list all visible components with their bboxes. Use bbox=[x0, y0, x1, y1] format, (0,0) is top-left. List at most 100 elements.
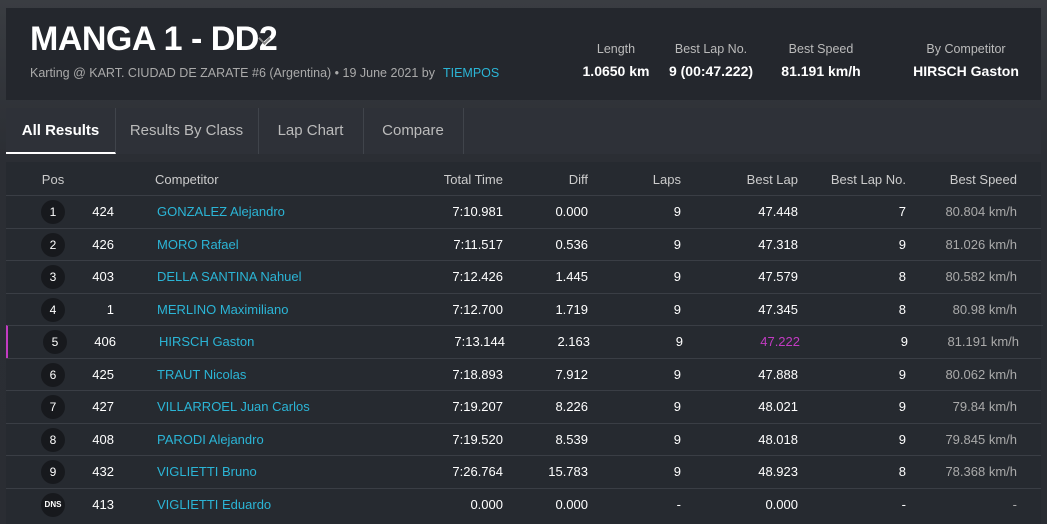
best-speed: 80.582 km/h bbox=[945, 269, 1017, 284]
position-badge: 2 bbox=[41, 232, 65, 257]
table-row: 5 406 HIRSCH Gaston 7:13.144 2.163 9 47.222 9 81… bbox=[6, 325, 1043, 358]
table-row: 7 427 VILLARROEL Juan Carlos 7:19.207 8.226 9… bbox=[6, 390, 1041, 423]
column-header: Best Lap bbox=[746, 172, 798, 187]
laps: 9 bbox=[675, 334, 683, 349]
laps: 9 bbox=[673, 464, 681, 479]
diff: 15.783 bbox=[548, 464, 588, 479]
position-badge: 1 bbox=[41, 200, 65, 224]
best-lap: 47.888 bbox=[758, 366, 798, 382]
table-row: 9 432 VIGLIETTI Bruno 7:26.764 15.783 9 48.923… bbox=[6, 455, 1041, 488]
total-time: 7:12.426 bbox=[452, 269, 503, 284]
diff: 1.445 bbox=[555, 269, 588, 284]
diff: 1.719 bbox=[555, 301, 588, 317]
kart-number: 427 bbox=[92, 399, 114, 414]
total-time: 7:13.144 bbox=[454, 334, 505, 349]
best-lap-no: 9 bbox=[898, 431, 906, 447]
stat-value: 1.0650 km bbox=[582, 63, 650, 79]
position-badge: DNS bbox=[41, 492, 65, 517]
kart-number: 413 bbox=[92, 496, 114, 512]
kart-number: 403 bbox=[92, 269, 114, 284]
laps: - bbox=[676, 496, 681, 512]
position-badge: 9 bbox=[41, 460, 65, 484]
diff: 0.000 bbox=[555, 204, 588, 219]
position-badge: 5 bbox=[43, 330, 67, 354]
diff: 0.536 bbox=[555, 236, 588, 252]
stat-label: By Competitor bbox=[926, 42, 1006, 56]
stat: Length 1.0650 km bbox=[566, 42, 666, 79]
link[interactable]: TIEMPOS bbox=[442, 66, 500, 80]
tab[interactable]: Results By Class bbox=[115, 108, 259, 154]
stat-label: Best Lap No. bbox=[674, 42, 748, 56]
stat-value: 81.191 km/h bbox=[781, 63, 861, 79]
total-time: 7:11.517 bbox=[453, 236, 503, 252]
diff: 7.912 bbox=[555, 366, 588, 382]
best-speed: 80.98 km/h bbox=[952, 301, 1017, 317]
table-row: 2 426 MORO Rafael 7:11.517 0.536 9 47.318 9 81.0… bbox=[6, 227, 1041, 261]
stat: Best Lap No. 9 (00:47.222) bbox=[661, 42, 761, 79]
column-header: Diff bbox=[568, 172, 588, 187]
title: MANGA 1 - DD2 bbox=[30, 20, 278, 58]
best-speed: 81.191 km/h bbox=[947, 334, 1019, 349]
tab-bar: All Results Results By Class Lap Chart Comp… bbox=[6, 108, 1041, 154]
total-time: 7:26.764 bbox=[452, 464, 503, 479]
best-speed: 78.368 km/h bbox=[945, 464, 1017, 479]
best-lap-no: 8 bbox=[898, 301, 906, 317]
laps: 9 bbox=[673, 204, 681, 219]
column-header: Laps bbox=[652, 172, 681, 187]
competitor[interactable]: VIGLIETTI Bruno bbox=[157, 464, 257, 479]
best-lap-no: 8 bbox=[898, 464, 906, 479]
competitor[interactable]: MERLINO Maximiliano bbox=[157, 301, 289, 317]
column-header: Competitor bbox=[155, 172, 219, 187]
tab[interactable]: Compare bbox=[363, 108, 464, 154]
subtitle: Karting @ KART. CIUDAD DE ZARATE #6 (Arg… bbox=[30, 66, 435, 80]
subtitle-line: Karting @ KART. CIUDAD DE ZARATE #6 (Arg… bbox=[30, 66, 499, 80]
best-lap: 48.021 bbox=[758, 399, 798, 414]
position-badge: 4 bbox=[41, 297, 65, 322]
stat-label: Length bbox=[596, 42, 636, 56]
results-table: Pos Competitor Total Time Diff Laps Best Lap B… bbox=[6, 162, 1043, 524]
kart-number: 432 bbox=[92, 464, 114, 479]
stat-value: 9 (00:47.222) bbox=[668, 63, 754, 79]
competitor[interactable]: TRAUT Nicolas bbox=[157, 366, 247, 382]
diff: 8.226 bbox=[555, 399, 588, 414]
tab[interactable]: All Results bbox=[6, 108, 116, 154]
best-lap: 48.923 bbox=[758, 464, 798, 479]
header: MANGA 1 - DD2 Karting @ KART. CIUDAD DE … bbox=[6, 8, 1041, 100]
competitor[interactable]: PARODI Alejandro bbox=[157, 431, 264, 447]
best-lap: 47.318 bbox=[758, 236, 798, 252]
best-lap-no: - bbox=[901, 496, 906, 512]
best-lap-no: 7 bbox=[898, 204, 906, 219]
best-lap-no: 9 bbox=[900, 334, 908, 349]
stat-value: HIRSCH Gaston bbox=[913, 63, 1019, 79]
competitor[interactable]: DELLA SANTINA Nahuel bbox=[157, 269, 302, 284]
competitor[interactable]: MORO Rafael bbox=[157, 236, 239, 252]
best-speed: 81.026 km/h bbox=[945, 236, 1017, 252]
best-speed: - bbox=[1012, 496, 1017, 512]
table-row: 4 1 MERLINO Maximiliano 7:12.700 1.719 9 47.34… bbox=[6, 292, 1041, 326]
kart-number: 408 bbox=[92, 431, 114, 447]
kart-number: 425 bbox=[92, 366, 114, 382]
stat: Best Speed 81.191 km/h bbox=[771, 42, 871, 79]
column-header: Pos bbox=[41, 172, 65, 187]
laps: 9 bbox=[673, 366, 681, 382]
table-row: 6 425 TRAUT Nicolas 7:18.893 7.912 9 47.888 9 80… bbox=[6, 357, 1041, 391]
competitor[interactable]: HIRSCH Gaston bbox=[159, 334, 255, 349]
competitor[interactable]: VILLARROEL Juan Carlos bbox=[157, 399, 310, 414]
best-lap-no: 9 bbox=[898, 236, 906, 252]
total-time: 7:19.520 bbox=[452, 431, 503, 447]
best-lap: 47.448 bbox=[758, 204, 798, 219]
total-time: 7:12.700 bbox=[452, 301, 503, 317]
laps: 9 bbox=[673, 236, 681, 252]
kart-number: 426 bbox=[92, 236, 114, 252]
laps: 9 bbox=[673, 399, 681, 414]
column-header: Total Time bbox=[443, 172, 503, 187]
total-time: 7:18.893 bbox=[452, 366, 503, 382]
tab[interactable]: Lap Chart bbox=[258, 108, 364, 154]
competitor[interactable]: VIGLIETTI Eduardo bbox=[157, 496, 272, 512]
column-header: Best Lap No. bbox=[830, 172, 906, 187]
position-badge: 3 bbox=[41, 265, 65, 289]
best-speed: 79.84 km/h bbox=[952, 399, 1017, 414]
best-lap: 47.579 bbox=[758, 269, 798, 284]
competitor[interactable]: GONZALEZ Alejandro bbox=[157, 204, 285, 219]
